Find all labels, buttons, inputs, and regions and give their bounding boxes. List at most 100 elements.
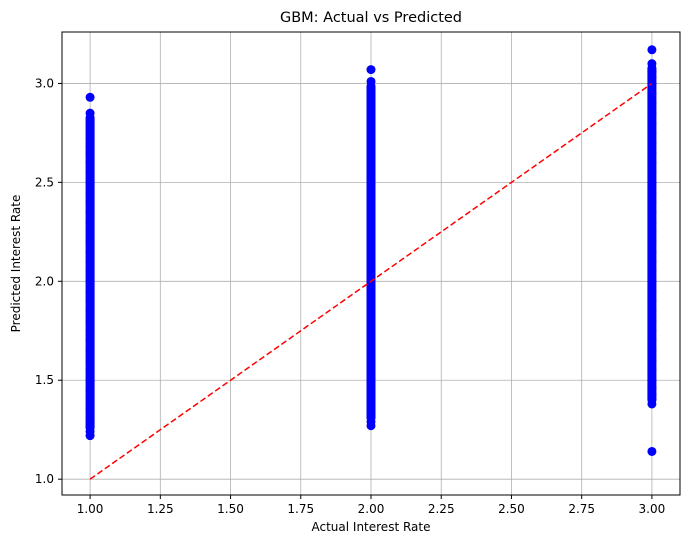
data-point [647,316,657,326]
data-point [366,118,376,128]
data-point [366,306,376,316]
data-point [647,375,657,385]
data-point [366,405,376,415]
data-point [85,247,95,257]
data-point [85,177,95,187]
data-point [366,148,376,158]
data-point [647,148,657,158]
data-point [85,142,95,152]
data-point [85,355,95,365]
data-point [366,247,376,257]
data-point [85,276,95,286]
data-point [85,118,95,128]
data-point [366,257,376,267]
x-tick-label: 2.50 [498,502,525,516]
data-point [647,276,657,286]
data-point [366,98,376,108]
data-point [366,336,376,346]
data-point [85,227,95,237]
data-point [85,326,95,336]
data-point [647,118,657,128]
x-tick-label: 1.00 [77,502,104,516]
data-point [85,126,95,136]
data-point [85,217,95,227]
data-point [85,375,95,385]
reference-line [89,82,653,480]
data-point [366,395,376,405]
x-tick-label: 1.50 [217,502,244,516]
data-point [647,286,657,296]
data-point [85,415,95,425]
data-point [647,237,657,247]
data-point [85,92,95,102]
y-tick-label: 3.0 [35,76,54,90]
y-tick-label: 2.5 [35,175,54,189]
y-axis: 1.0 1.5 2.0 2.5 3.0 [35,76,62,486]
data-point [366,266,376,276]
chart-title: GBM: Actual vs Predicted [280,10,462,26]
x-tick-label: 2.75 [568,502,595,516]
y-tick-label: 1.0 [35,472,54,486]
data-point [85,336,95,346]
data-point [647,217,657,227]
data-point [647,257,657,267]
data-point [647,346,657,356]
data-point [647,207,657,217]
data-point [366,296,376,306]
x-axis: 1.00 1.25 1.50 1.75 2.00 2.25 2.50 2.75 3.00 [77,495,665,516]
data-point [366,177,376,187]
data-point [366,286,376,296]
data-point [366,128,376,138]
data-point [647,138,657,148]
x-tick-label: 1.75 [287,502,314,516]
data-point [366,108,376,118]
data-point [366,207,376,217]
data-point [647,446,657,456]
data-point [366,346,376,356]
data-point [647,108,657,118]
data-point [85,405,95,415]
x-tick-label: 2.25 [428,502,455,516]
data-point [366,365,376,375]
y-tick-label: 1.5 [35,373,54,387]
data-point [85,187,95,197]
data-point [366,237,376,247]
data-point [85,365,95,375]
data-point [366,65,376,75]
data-point [85,395,95,405]
data-point [647,326,657,336]
data-point [366,227,376,237]
data-point [85,385,95,395]
data-point [85,266,95,276]
data-point [647,247,657,257]
data-point [647,187,657,197]
data-point [366,187,376,197]
data-point [85,316,95,326]
data-point [85,167,95,177]
data-point [85,237,95,247]
data-point [647,67,657,77]
data-point [366,316,376,326]
data-point [647,177,657,187]
data-point [85,197,95,207]
data-point [85,306,95,316]
data-point [85,296,95,306]
data-point [366,84,376,94]
data-point [366,138,376,148]
data-point [647,45,657,55]
data-point [85,158,95,168]
data-point [366,385,376,395]
data-point [647,296,657,306]
data-point [366,197,376,207]
data-point [647,88,657,98]
data-point [366,167,376,177]
data-points [85,45,657,456]
data-point [366,375,376,385]
data-point [647,306,657,316]
x-tick-label: 2.00 [358,502,385,516]
data-point [647,167,657,177]
data-point [647,158,657,168]
data-point [85,286,95,296]
data-point [85,257,95,267]
